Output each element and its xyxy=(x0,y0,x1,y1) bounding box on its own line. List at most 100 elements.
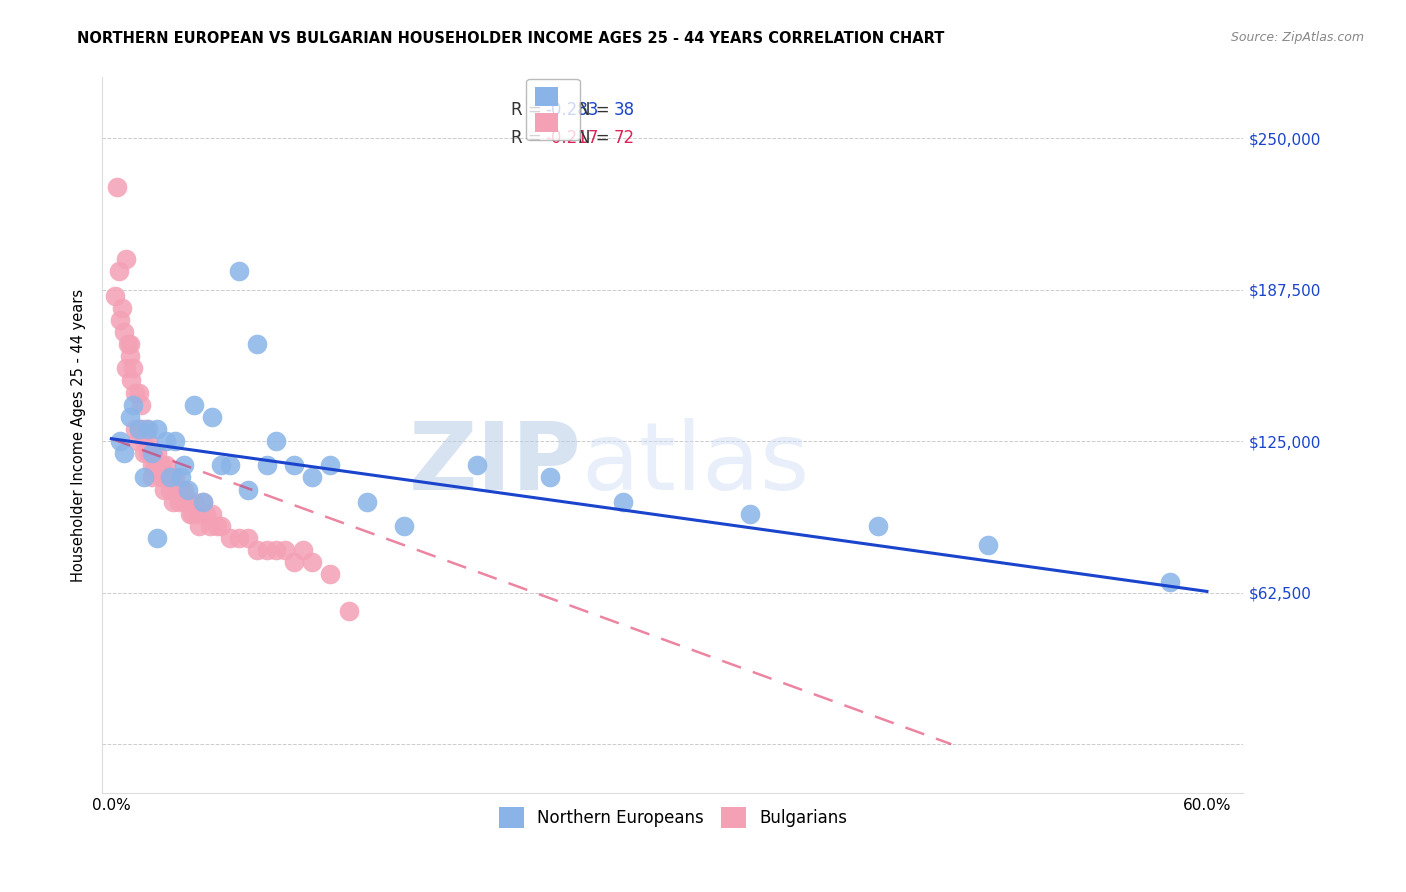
Point xyxy=(183,494,205,508)
Point xyxy=(104,288,127,302)
Point xyxy=(167,494,190,508)
Point xyxy=(186,507,208,521)
Point xyxy=(124,385,146,400)
Point xyxy=(118,409,141,424)
Point xyxy=(146,422,169,436)
Point xyxy=(977,538,1000,552)
Point xyxy=(180,507,202,521)
Point xyxy=(112,325,135,339)
Point xyxy=(173,483,195,497)
Point xyxy=(110,434,132,449)
Point xyxy=(238,483,260,497)
Point xyxy=(301,470,323,484)
Point xyxy=(740,507,762,521)
Point xyxy=(136,422,159,436)
Point xyxy=(134,446,156,460)
Point xyxy=(160,470,183,484)
Point xyxy=(195,507,218,521)
Point xyxy=(198,519,221,533)
Point xyxy=(128,385,150,400)
Point xyxy=(118,337,141,351)
Point xyxy=(301,555,323,569)
Point xyxy=(112,446,135,460)
Point xyxy=(188,519,211,533)
Point xyxy=(246,543,269,558)
Point xyxy=(146,446,169,460)
Point xyxy=(177,483,200,497)
Point xyxy=(141,446,163,460)
Point xyxy=(238,531,260,545)
Legend: Northern Europeans, Bulgarians: Northern Europeans, Bulgarians xyxy=(492,801,853,834)
Point xyxy=(165,470,187,484)
Point xyxy=(183,398,205,412)
Point xyxy=(117,337,139,351)
Point xyxy=(155,470,177,484)
Point xyxy=(153,483,176,497)
Point xyxy=(141,470,163,484)
Point xyxy=(143,458,166,473)
Point xyxy=(107,264,129,278)
Point xyxy=(105,179,128,194)
Point xyxy=(612,494,634,508)
Point xyxy=(159,483,181,497)
Point xyxy=(356,494,378,508)
Text: 72: 72 xyxy=(613,128,634,146)
Point xyxy=(337,604,360,618)
Point xyxy=(138,446,160,460)
Text: N =: N = xyxy=(578,128,610,146)
Point xyxy=(868,519,890,533)
Point xyxy=(256,543,278,558)
Text: ZIP: ZIP xyxy=(409,417,582,509)
Point xyxy=(319,458,342,473)
Point xyxy=(201,507,224,521)
Point xyxy=(207,519,229,533)
Text: -0.283: -0.283 xyxy=(546,101,599,119)
Text: N =: N = xyxy=(578,101,610,119)
Point xyxy=(170,483,193,497)
Point xyxy=(159,470,181,484)
Text: R =: R = xyxy=(510,101,541,119)
Point xyxy=(122,398,145,412)
Text: 38: 38 xyxy=(613,101,634,119)
Point xyxy=(392,519,415,533)
Point xyxy=(264,434,287,449)
Point xyxy=(134,434,156,449)
Text: Source: ZipAtlas.com: Source: ZipAtlas.com xyxy=(1230,31,1364,45)
Point xyxy=(155,434,177,449)
Point xyxy=(274,543,297,558)
Point xyxy=(177,494,200,508)
Point xyxy=(124,422,146,436)
Point xyxy=(219,531,242,545)
Point xyxy=(246,337,269,351)
Point xyxy=(228,531,250,545)
Point xyxy=(173,458,195,473)
Point xyxy=(228,264,250,278)
Point xyxy=(111,301,134,315)
Point xyxy=(191,494,214,508)
Point xyxy=(191,494,214,508)
Point xyxy=(292,543,315,558)
Point xyxy=(136,446,159,460)
Point xyxy=(135,422,157,436)
Point xyxy=(128,422,150,436)
Point xyxy=(120,374,142,388)
Point xyxy=(134,470,156,484)
Point xyxy=(146,531,169,545)
Point xyxy=(166,483,188,497)
Text: NORTHERN EUROPEAN VS BULGARIAN HOUSEHOLDER INCOME AGES 25 - 44 YEARS CORRELATION: NORTHERN EUROPEAN VS BULGARIAN HOUSEHOLD… xyxy=(77,31,945,46)
Point xyxy=(162,494,184,508)
Point xyxy=(115,252,138,267)
Point xyxy=(156,470,179,484)
Y-axis label: Householder Income Ages 25 - 44 years: Householder Income Ages 25 - 44 years xyxy=(72,288,86,582)
Point xyxy=(165,434,187,449)
Point xyxy=(209,458,232,473)
Point xyxy=(256,458,278,473)
Point xyxy=(148,458,170,473)
Point xyxy=(465,458,488,473)
Point xyxy=(115,361,138,376)
Point xyxy=(110,313,132,327)
Point xyxy=(146,458,169,473)
Text: -0.217: -0.217 xyxy=(546,128,599,146)
Point xyxy=(141,458,163,473)
Text: atlas: atlas xyxy=(582,417,810,509)
